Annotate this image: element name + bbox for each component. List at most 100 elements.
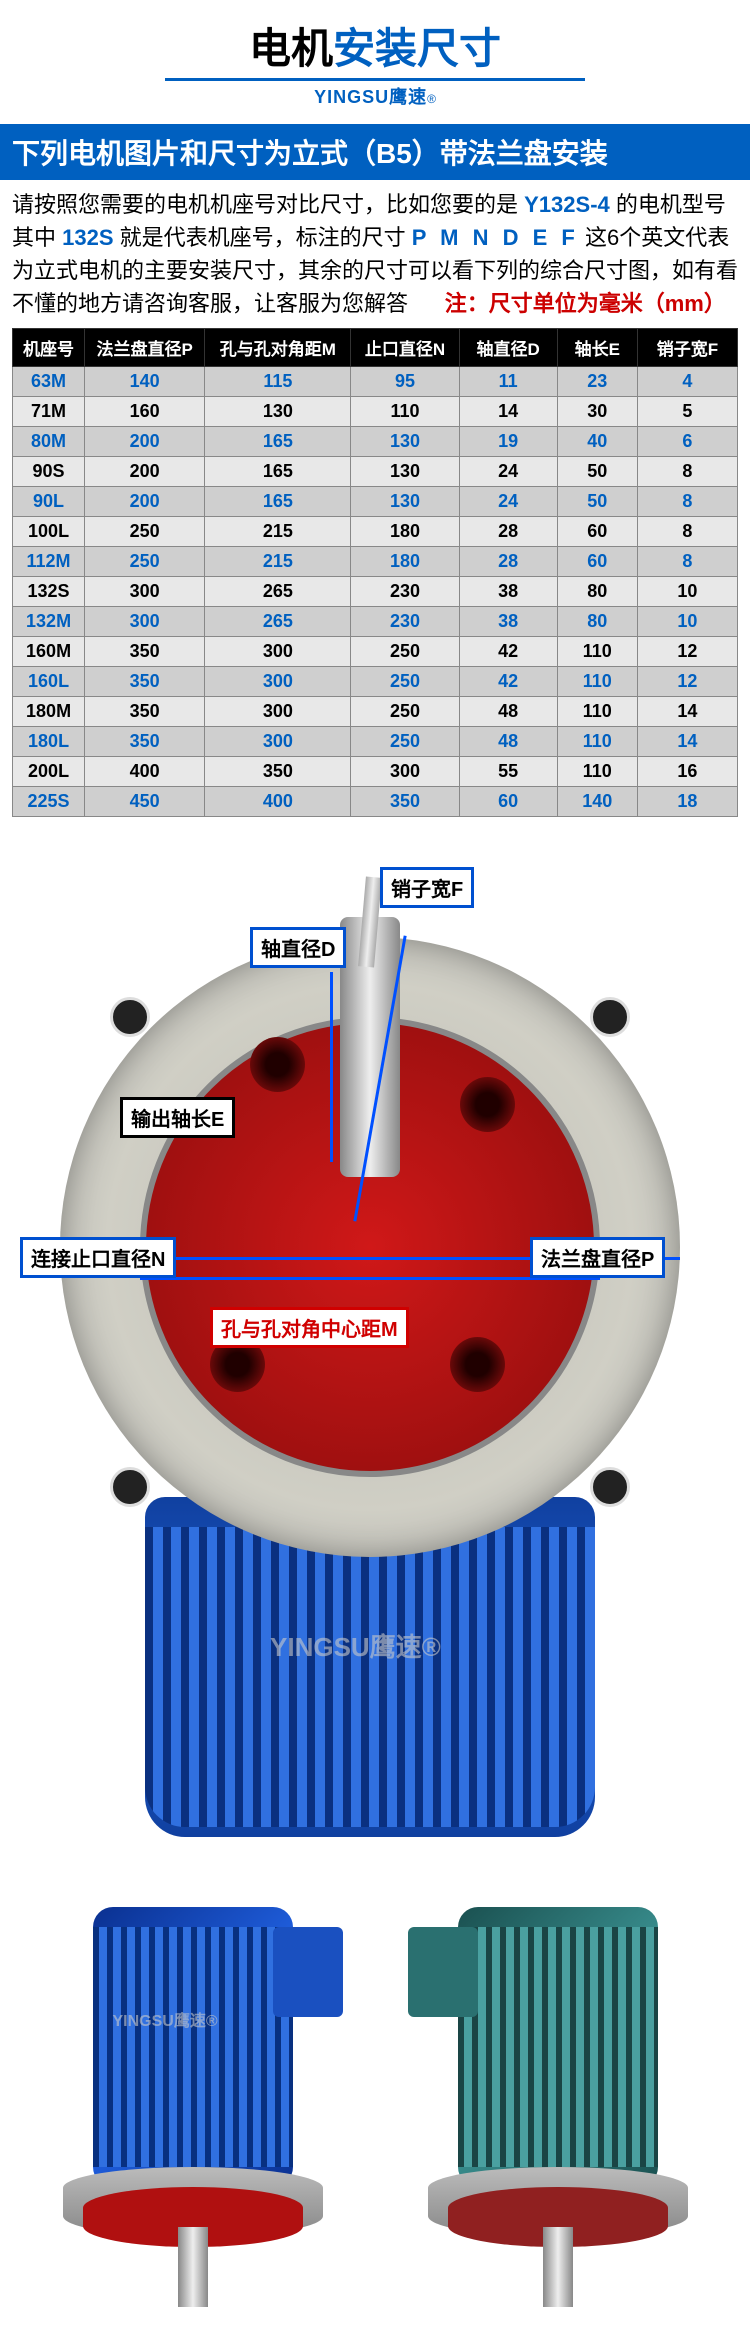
table-cell: 14 <box>459 397 557 427</box>
table-cell: 350 <box>85 667 205 697</box>
table-cell: 10 <box>637 577 737 607</box>
table-cell: 110 <box>557 637 637 667</box>
table-cell: 230 <box>351 577 459 607</box>
table-cell: 110 <box>557 667 637 697</box>
desc-hl2: 132S <box>62 225 113 250</box>
table-cell: 8 <box>637 547 737 577</box>
table-cell: 130 <box>351 457 459 487</box>
label-F: 销子宽F <box>380 867 474 908</box>
table-row: 160M3503002504211012 <box>13 637 738 667</box>
banner-heading: 下列电机图片和尺寸为立式（B5）带法兰盘安装 <box>0 124 750 180</box>
table-header-row: 机座号法兰盘直径P孔与孔对角距M止口直径N轴直径D轴长E销子宽F <box>13 329 738 367</box>
table-header-cell: 轴长E <box>557 329 637 367</box>
thumb-junction-box <box>408 1927 478 2017</box>
table-cell: 200 <box>85 457 205 487</box>
desc-1a: 请按照您需要的电机机座号对比尺寸，比如您要的是 <box>12 192 518 217</box>
desc-note: 注：尺寸单位为毫米（mm） <box>445 291 726 316</box>
mount-hole <box>590 1467 630 1507</box>
table-cell: 350 <box>85 637 205 667</box>
table-row: 200L4003503005511016 <box>13 757 738 787</box>
table-cell: 350 <box>351 787 459 817</box>
table-cell: 8 <box>637 487 737 517</box>
bolt-hole <box>460 1077 515 1132</box>
table-cell: 80M <box>13 427 85 457</box>
table-cell: 230 <box>351 607 459 637</box>
label-E: 输出轴长E <box>120 1097 235 1138</box>
table-cell: 11 <box>459 367 557 397</box>
thumb-shaft <box>543 2227 573 2307</box>
table-cell: 250 <box>85 517 205 547</box>
table-cell: 215 <box>205 547 351 577</box>
table-cell: 265 <box>205 607 351 637</box>
desc-hl3: P M N D E F <box>412 225 579 250</box>
table-cell: 60 <box>557 547 637 577</box>
table-cell: 140 <box>557 787 637 817</box>
thumb-junction-box <box>273 1927 343 2017</box>
bolt-hole <box>450 1337 505 1392</box>
table-cell: 14 <box>637 697 737 727</box>
brand-mark: ® <box>427 92 436 106</box>
table-cell: 40 <box>557 427 637 457</box>
table-header-cell: 机座号 <box>13 329 85 367</box>
table-cell: 250 <box>351 727 459 757</box>
table-cell: 48 <box>459 697 557 727</box>
table-body: 63M140115951123471M1601301101430580M2001… <box>13 367 738 817</box>
thumb-fins <box>93 1927 293 2167</box>
table-cell: 115 <box>205 367 351 397</box>
table-cell: 160L <box>13 667 85 697</box>
table-row: 180M3503002504811014 <box>13 697 738 727</box>
table-cell: 5 <box>637 397 737 427</box>
table-cell: 130 <box>205 397 351 427</box>
table-cell: 90L <box>13 487 85 517</box>
table-cell: 55 <box>459 757 557 787</box>
table-cell: 130 <box>351 487 459 517</box>
table-cell: 300 <box>85 577 205 607</box>
motor-thumb-teal <box>398 1887 718 2307</box>
table-cell: 50 <box>557 457 637 487</box>
bolt-hole <box>250 1037 305 1092</box>
table-row: 80M20016513019406 <box>13 427 738 457</box>
table-header-cell: 止口直径N <box>351 329 459 367</box>
mount-hole <box>110 1467 150 1507</box>
motor-diagram: 销子宽F 轴直径D 输出轴长E 连接止口直径N 法兰盘直径P 孔与孔对角中心距M… <box>10 867 740 1587</box>
table-row: 71M16013011014305 <box>13 397 738 427</box>
table-cell: 38 <box>459 577 557 607</box>
table-cell: 132M <box>13 607 85 637</box>
table-cell: 200 <box>85 427 205 457</box>
table-cell: 165 <box>205 487 351 517</box>
thumb-shaft <box>178 2227 208 2307</box>
table-cell: 8 <box>637 457 737 487</box>
label-M: 孔与孔对角中心距M <box>210 1307 409 1348</box>
table-cell: 200L <box>13 757 85 787</box>
thumb-fins <box>458 1927 658 2167</box>
label-P: 法兰盘直径P <box>530 1237 665 1278</box>
table-cell: 130 <box>351 427 459 457</box>
table-cell: 132S <box>13 577 85 607</box>
table-header-cell: 法兰盘直径P <box>85 329 205 367</box>
table-cell: 165 <box>205 427 351 457</box>
table-cell: 165 <box>205 457 351 487</box>
table-cell: 400 <box>85 757 205 787</box>
table-cell: 18 <box>637 787 737 817</box>
label-N: 连接止口直径N <box>20 1237 176 1278</box>
table-cell: 200 <box>85 487 205 517</box>
table-cell: 12 <box>637 667 737 697</box>
mount-hole <box>110 997 150 1037</box>
table-cell: 80 <box>557 607 637 637</box>
table-cell: 19 <box>459 427 557 457</box>
table-cell: 350 <box>85 697 205 727</box>
table-cell: 450 <box>85 787 205 817</box>
table-cell: 38 <box>459 607 557 637</box>
table-cell: 80 <box>557 577 637 607</box>
table-cell: 12 <box>637 637 737 667</box>
table-cell: 63M <box>13 367 85 397</box>
table-cell: 160M <box>13 637 85 667</box>
table-cell: 180M <box>13 697 85 727</box>
table-cell: 112M <box>13 547 85 577</box>
table-cell: 48 <box>459 727 557 757</box>
table-cell: 60 <box>557 517 637 547</box>
table-row: 90L20016513024508 <box>13 487 738 517</box>
table-row: 112M25021518028608 <box>13 547 738 577</box>
table-cell: 250 <box>351 637 459 667</box>
table-cell: 225S <box>13 787 85 817</box>
